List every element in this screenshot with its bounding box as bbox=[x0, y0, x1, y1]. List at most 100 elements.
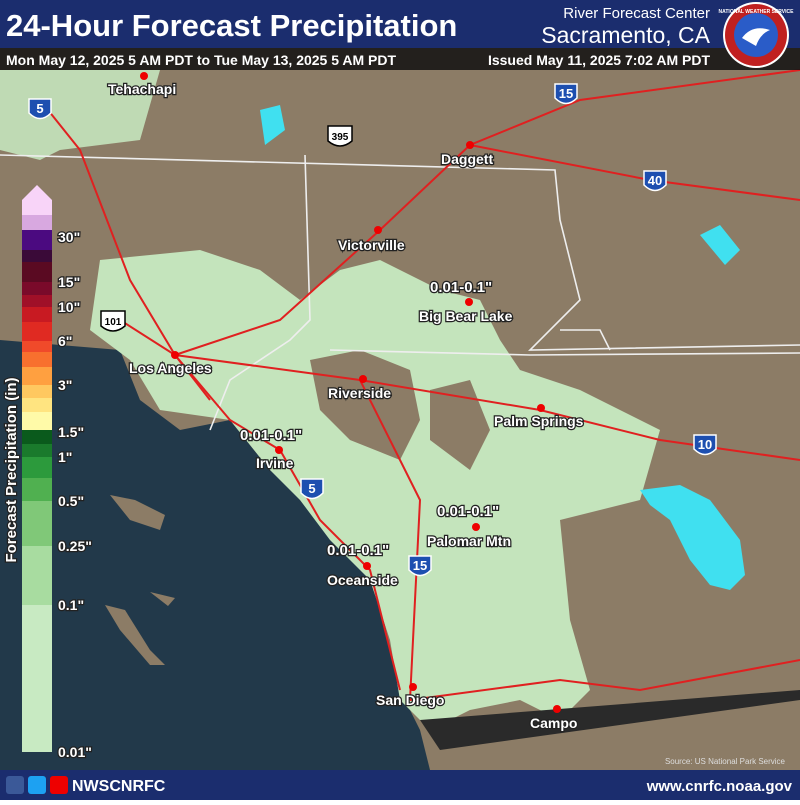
title: 24-Hour Forecast Precipitation bbox=[6, 8, 457, 43]
city-label: Los Angeles bbox=[129, 360, 212, 376]
legend-label: 0.5" bbox=[58, 493, 84, 509]
legend-label: 15" bbox=[58, 274, 80, 290]
precip-area bbox=[90, 250, 660, 730]
highway-number: 395 bbox=[332, 132, 349, 143]
interstate-shield bbox=[554, 83, 578, 105]
agency: River Forecast Center bbox=[563, 5, 710, 22]
legend-swatch bbox=[22, 398, 52, 412]
mexico-shadow bbox=[420, 690, 800, 750]
interstate-shield bbox=[300, 478, 324, 500]
precip-annotation: 0.01-0.1" bbox=[240, 427, 302, 444]
legend-label: 1.5" bbox=[58, 424, 84, 440]
footer-band bbox=[0, 770, 800, 800]
city-label: Oceanside bbox=[327, 572, 398, 588]
valid-period: Mon May 12, 2025 5 AM PDT to Tue May 13,… bbox=[6, 52, 396, 68]
legend-swatch bbox=[22, 200, 52, 215]
interstate-shield bbox=[28, 98, 52, 120]
subheader-band bbox=[0, 48, 800, 70]
city-label: Tehachapi bbox=[108, 81, 176, 97]
precip-area bbox=[0, 70, 160, 160]
highway-number: 10 bbox=[698, 437, 712, 452]
city-dot bbox=[171, 351, 179, 359]
city-dot bbox=[359, 375, 367, 383]
legend-swatch bbox=[22, 546, 52, 605]
precip-annotation: 0.01-0.1" bbox=[430, 279, 492, 296]
interstate-shield bbox=[643, 170, 667, 192]
city-label: Riverside bbox=[328, 385, 391, 401]
precip-annotation: 0.01-0.1" bbox=[327, 542, 389, 559]
legend-label: 1" bbox=[58, 449, 72, 465]
highway-number: 5 bbox=[36, 101, 43, 116]
highway-number: 101 bbox=[105, 317, 122, 328]
office: Sacramento, CA bbox=[541, 22, 710, 48]
us-shield bbox=[100, 310, 126, 332]
interstate-shield bbox=[408, 555, 432, 577]
legend: Forecast Precipitation (in) 30" 15" 10" 6" 3… bbox=[2, 185, 93, 761]
city-dot bbox=[472, 523, 480, 531]
header-band bbox=[0, 0, 800, 48]
highway-number: 15 bbox=[559, 86, 573, 101]
city-label: Big Bear Lake bbox=[419, 308, 513, 324]
legend-label: 0.01" bbox=[58, 744, 92, 760]
legend-swatch bbox=[22, 478, 52, 501]
legend-swatch bbox=[22, 367, 52, 385]
highway-number: 40 bbox=[648, 173, 662, 188]
twitter-icon[interactable] bbox=[28, 776, 46, 794]
legend-swatch bbox=[22, 215, 52, 230]
city-label: Victorville bbox=[338, 237, 405, 253]
website[interactable]: www.cnrfc.noaa.gov bbox=[646, 778, 793, 795]
islands bbox=[105, 495, 175, 665]
city-label: Campo bbox=[530, 715, 577, 731]
legend-label: 0.1" bbox=[58, 597, 84, 613]
city-dot bbox=[465, 298, 473, 306]
social-handle[interactable]: NWSCNRFC bbox=[72, 778, 166, 795]
source-note: Source: US National Park Service bbox=[665, 757, 786, 766]
city-label: Irvine bbox=[256, 455, 294, 471]
legend-swatch bbox=[22, 262, 52, 282]
city-dot bbox=[275, 446, 283, 454]
interstate-shield bbox=[693, 434, 717, 456]
legend-arrow bbox=[22, 185, 52, 200]
legend-swatch bbox=[22, 295, 52, 307]
legend-swatch bbox=[22, 322, 52, 341]
legend-label: 30" bbox=[58, 229, 80, 245]
lake bbox=[260, 105, 745, 590]
map-labels: Tehachapi Daggett Victorville Big Bear L… bbox=[107, 72, 585, 732]
legend-swatch bbox=[22, 412, 52, 430]
city-label: Daggett bbox=[441, 151, 493, 167]
legend-label: 10" bbox=[58, 299, 80, 315]
legend-label: 3" bbox=[58, 377, 72, 393]
legend-swatch bbox=[22, 457, 52, 478]
city-label: Palomar Mtn bbox=[427, 533, 511, 549]
ocean bbox=[0, 340, 430, 770]
legend-swatch bbox=[22, 341, 52, 352]
legend-swatch bbox=[22, 444, 52, 457]
legend-title: Forecast Precipitation (in) bbox=[3, 377, 20, 562]
legend-swatch bbox=[22, 430, 52, 444]
youtube-icon[interactable] bbox=[50, 776, 68, 794]
city-dot bbox=[374, 226, 382, 234]
city-dot bbox=[409, 683, 417, 691]
legend-swatch bbox=[22, 282, 52, 295]
highway-number: 15 bbox=[413, 558, 427, 573]
legend-label: 6" bbox=[58, 333, 72, 349]
city-dot bbox=[553, 705, 561, 713]
legend-swatch bbox=[22, 501, 52, 546]
issued: Issued May 11, 2025 7:02 AM PDT bbox=[488, 52, 710, 68]
county-lines bbox=[0, 154, 800, 431]
city-dot bbox=[537, 404, 545, 412]
highway-shields: 5 15 395 40 101 10 5 15 bbox=[28, 83, 717, 577]
facebook-icon[interactable] bbox=[6, 776, 24, 794]
city-dot bbox=[363, 562, 371, 570]
city-dot bbox=[466, 141, 474, 149]
precip-annotation: 0.01-0.1" bbox=[437, 503, 499, 520]
city-label: Palm Springs bbox=[494, 413, 584, 429]
legend-label: 0.25" bbox=[58, 538, 92, 554]
nws-logo: NATIONAL WEATHER SERVICE bbox=[719, 2, 795, 68]
logo-text: NATIONAL WEATHER SERVICE bbox=[719, 9, 795, 15]
legend-swatch bbox=[22, 250, 52, 262]
city-dot bbox=[140, 72, 148, 80]
legend-swatch bbox=[22, 230, 52, 250]
legend-swatch bbox=[22, 385, 52, 398]
